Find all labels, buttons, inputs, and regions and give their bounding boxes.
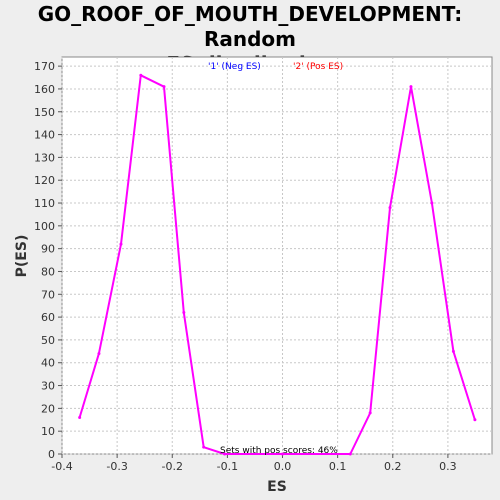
- data-point: [202, 445, 206, 449]
- y-tick-label: 0: [48, 448, 55, 461]
- data-point: [473, 418, 477, 422]
- x-tick-label: -0.4: [51, 460, 72, 473]
- x-tick-label: -0.1: [217, 460, 238, 473]
- x-tick-label: 0.1: [329, 460, 347, 473]
- y-tick-label: 50: [41, 334, 55, 347]
- y-axis-title: P(ES): [14, 235, 30, 278]
- pos-scores-annotation: Sets with pos scores: 46%: [220, 446, 338, 456]
- data-point: [182, 311, 186, 315]
- data-point: [162, 85, 166, 89]
- axes: -0.4 -0.3 -0.2 -0.1 0.0 0.1 0.2 0.3 0 10 20 30 40 50 6…: [34, 60, 457, 473]
- y-tick-label: 120: [34, 174, 55, 187]
- y-tick-label: 80: [41, 265, 55, 278]
- y-tick-label: 140: [34, 129, 55, 142]
- y-tick-label: 130: [34, 151, 55, 164]
- data-point: [78, 415, 82, 419]
- y-tick-label: 40: [41, 357, 55, 370]
- data-point: [281, 452, 285, 456]
- y-tick-label: 70: [41, 288, 55, 301]
- data-point: [348, 452, 352, 456]
- labels: ES P(ES) '1' (Neg ES) '2' (Pos ES) Sets …: [14, 62, 343, 495]
- data-point: [97, 352, 101, 356]
- y-tick-label: 160: [34, 83, 55, 96]
- data-point: [409, 85, 413, 89]
- legend-entry-pos: '2' (Pos ES): [293, 62, 343, 72]
- y-tick-label: 90: [41, 243, 55, 256]
- y-tick-label: 110: [34, 197, 55, 210]
- data-point: [430, 201, 434, 205]
- x-tick-label: 0.3: [439, 460, 457, 473]
- x-tick-label: 0.0: [274, 460, 292, 473]
- y-tick-label: 20: [41, 402, 55, 415]
- series-layer: [78, 73, 477, 456]
- plot-area: [61, 56, 493, 455]
- data-point: [223, 452, 227, 456]
- x-tick-label: -0.2: [162, 460, 183, 473]
- data-point: [139, 73, 143, 77]
- y-tick-label: 60: [41, 311, 55, 324]
- y-tick-label: 10: [41, 425, 55, 438]
- data-point: [388, 206, 392, 210]
- x-tick-label: 0.2: [384, 460, 402, 473]
- data-point: [119, 242, 123, 246]
- y-tick-label: 30: [41, 380, 55, 393]
- chart-title-line-1: GO_ROOF_OF_MOUTH_DEVELOPMENT: Random: [37, 2, 463, 51]
- y-tick-label: 100: [34, 220, 55, 233]
- es-distribution-line: [78, 74, 476, 455]
- y-tick-label: 170: [34, 60, 55, 73]
- y-tick-label: 150: [34, 106, 55, 119]
- data-point: [451, 349, 455, 353]
- x-axis-title: ES: [267, 479, 287, 495]
- x-tick-label: -0.3: [106, 460, 127, 473]
- data-point: [368, 411, 372, 415]
- legend-entry-neg: '1' (Neg ES): [208, 62, 261, 72]
